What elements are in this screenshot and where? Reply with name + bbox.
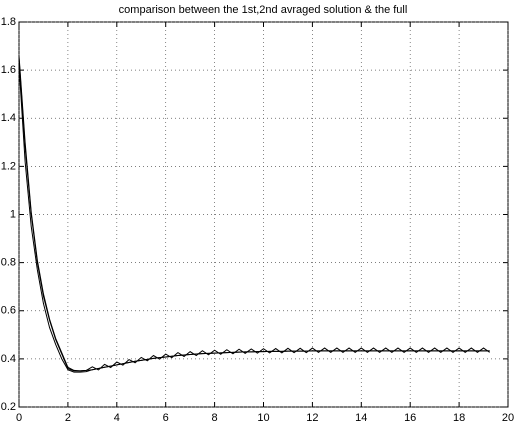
x-tick-label: 14 <box>355 412 367 424</box>
y-tick-label: 1.6 <box>1 64 16 76</box>
x-tick-label: 6 <box>163 412 169 424</box>
x-tick-label: 20 <box>502 412 514 424</box>
y-tick-label: 1.4 <box>1 112 16 124</box>
x-tick-label: 16 <box>404 412 416 424</box>
chart-title: comparison between the 1st,2nd avraged s… <box>119 4 408 16</box>
y-tick-label: 0.8 <box>1 257 16 269</box>
y-tick-label: 0.6 <box>1 305 16 317</box>
x-tick-label: 18 <box>453 412 465 424</box>
x-tick-label: 12 <box>306 412 318 424</box>
x-tick-label: 4 <box>114 412 120 424</box>
y-tick-label: 0.2 <box>1 401 16 413</box>
series-line <box>18 65 490 373</box>
x-tick-label: 10 <box>257 412 269 424</box>
x-tick-label: 0 <box>16 412 22 424</box>
y-tick-label: 0.4 <box>1 353 16 365</box>
x-tick-label: 8 <box>212 412 218 424</box>
x-tick-label: 2 <box>65 412 71 424</box>
y-tick-label: 1.2 <box>1 160 16 172</box>
series-line <box>18 55 490 372</box>
y-tick-label: 1.8 <box>1 16 16 28</box>
y-tick-label: 1 <box>10 208 16 220</box>
